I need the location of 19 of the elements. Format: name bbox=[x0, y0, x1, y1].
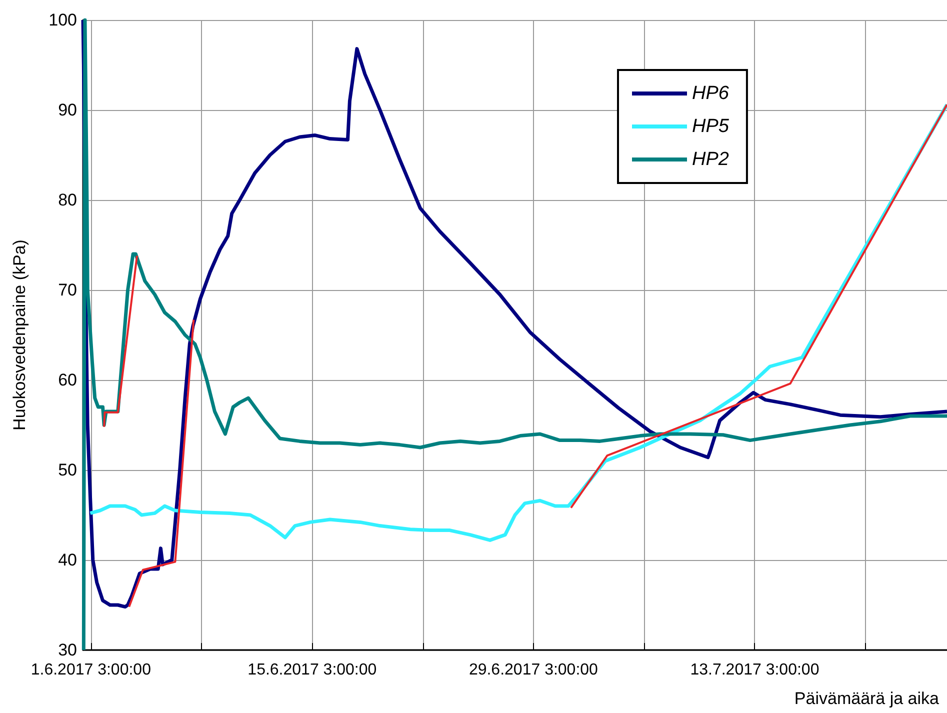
y-tick-label: 60 bbox=[58, 370, 77, 390]
x-tick-label: 13.7.2017 3:00:00 bbox=[690, 662, 820, 678]
legend-label: HP2 bbox=[692, 149, 730, 170]
legend-label: HP5 bbox=[692, 116, 730, 137]
y-tick-label: 40 bbox=[58, 550, 77, 570]
line-series bbox=[128, 318, 195, 608]
legend-label: HP6 bbox=[692, 83, 730, 104]
y-tick-label: 30 bbox=[58, 640, 77, 660]
x-tick-label: 29.6.2017 3:00:00 bbox=[468, 662, 598, 678]
x-tick-label: 1.6.2017 3:00:00 bbox=[30, 662, 152, 678]
y-tick-label: 100 bbox=[48, 10, 77, 30]
y-tick-label: 80 bbox=[58, 190, 77, 210]
x-axis-title: Päivämäärä ja aika bbox=[794, 689, 940, 708]
y-tick-label: 50 bbox=[58, 460, 77, 480]
y-tick-label: 90 bbox=[58, 100, 77, 120]
y-tick-label: 70 bbox=[58, 280, 77, 300]
x-tick-label: 15.6.2017 3:00:00 bbox=[248, 662, 377, 678]
line-series bbox=[570, 104, 947, 509]
y-axis-title: Huokosvedenpaine (kPa) bbox=[10, 240, 29, 430]
